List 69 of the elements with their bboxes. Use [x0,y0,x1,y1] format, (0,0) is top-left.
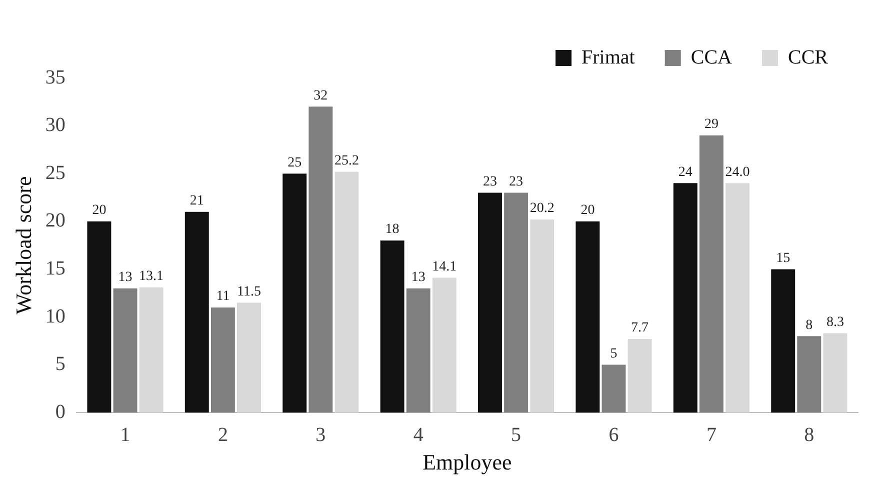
data-label: 15 [776,250,790,266]
x-axis-title: Employee [422,450,512,475]
bar [628,338,652,413]
bar [699,135,724,413]
bar [432,278,456,413]
bar [308,106,333,413]
data-label: 25 [288,155,302,170]
y-axis-title: Workload score [10,176,36,314]
bar [530,219,554,413]
y-tick-label: 5 [55,353,66,376]
data-label: 11.5 [237,284,261,300]
y-tick-label: 30 [45,114,66,136]
bar [576,221,600,413]
bar [771,269,796,413]
data-label: 20 [580,203,595,218]
data-label: 20.2 [530,201,554,216]
y-tick-label: 10 [45,305,66,328]
data-label: 7.7 [631,320,649,336]
bar [210,307,235,413]
data-label: 8.3 [826,314,844,330]
x-tick-label: 1 [120,424,130,446]
x-tick-label: 6 [608,424,619,446]
data-label: 23 [482,174,497,190]
x-tick-label: 4 [413,424,424,446]
data-label: 8 [806,318,813,333]
data-label: 11 [216,289,230,304]
bar [184,212,209,413]
data-label: 29 [704,117,718,132]
bar [823,333,848,413]
bar [673,183,698,413]
bar [87,221,112,413]
legend-label: Frimat [582,46,636,68]
data-label: 32 [314,88,328,104]
x-tick-label: 5 [511,424,522,446]
y-tick-label: 25 [45,162,66,184]
data-label: 14.1 [432,259,457,274]
y-tick-label: 20 [45,210,66,232]
bar [602,364,626,413]
data-label: 25.2 [334,153,359,168]
bar [797,336,822,413]
bar [478,192,502,413]
bar [334,172,359,413]
x-tick-label: 7 [706,424,716,446]
bar [380,240,404,413]
data-label: 13.1 [139,269,164,284]
y-tick-label: 0 [55,400,66,423]
bar [113,288,138,413]
x-tick-label: 2 [218,424,228,446]
data-label: 18 [385,222,400,238]
data-label: 13 [118,270,132,285]
bar [139,287,164,413]
bar [406,288,430,413]
bar [282,174,307,413]
y-tick-label: 15 [45,257,66,280]
x-tick-label: 8 [804,424,814,446]
data-label: 24.0 [725,164,750,180]
data-label: 5 [610,346,618,362]
data-label: 13 [411,270,426,285]
x-tick-label: 3 [316,424,326,446]
data-label: 21 [190,194,204,209]
bar [726,183,750,413]
bar [504,192,528,413]
legend-label: CCR [788,46,829,68]
data-label: 20 [92,203,106,218]
legend-label: CCA [690,46,733,68]
data-label: 24 [678,164,692,180]
bar [237,302,261,413]
data-label: 23 [509,174,524,190]
y-tick-label: 35 [45,66,66,88]
